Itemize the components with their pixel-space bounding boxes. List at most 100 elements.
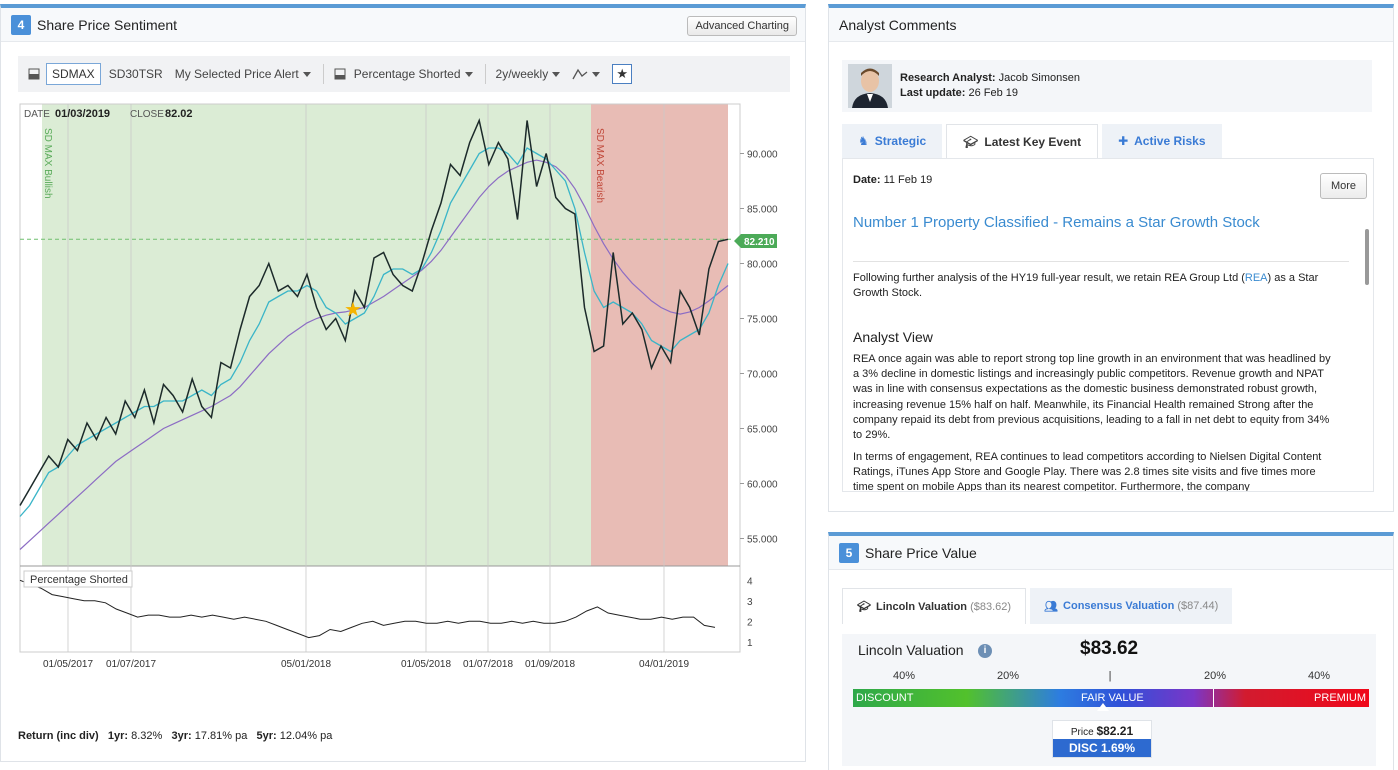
return-1yr-value: 8.32%: [131, 730, 163, 742]
rea-price-line: [19, 118, 729, 506]
comment-content[interactable]: Date: 11 Feb 19 More Number 1 Property C…: [842, 158, 1374, 492]
users-icon: 👥︎: [1044, 600, 1059, 613]
percentage-shorted-label: Percentage Shorted: [353, 67, 461, 81]
star-button[interactable]: ★: [612, 64, 633, 84]
x-tick-label: 01/09/2018: [525, 659, 575, 670]
divider: [1213, 689, 1214, 707]
ticker-link[interactable]: REA: [1244, 272, 1268, 284]
y-tick-label: 70.000: [747, 370, 778, 381]
star-icon: ★: [344, 297, 362, 321]
analyst-name: Jacob Simonsen: [998, 72, 1080, 84]
chess-knight-icon: ♞: [858, 134, 869, 148]
analyst-label: Research Analyst:: [900, 72, 996, 84]
slow-ma-line: [19, 159, 729, 550]
panel-header: 5 Share Price Value: [829, 536, 1393, 570]
panel-title: Share Price Value: [865, 544, 977, 561]
tab-consensus-valuation[interactable]: 👥︎ Consensus Valuation ($87.44): [1030, 588, 1233, 624]
scale-label: 40%: [892, 670, 916, 682]
percentage-shorted-dropdown[interactable]: Percentage Shorted: [354, 67, 473, 81]
line-chart-icon: [572, 68, 588, 80]
x-tick-label: 01/07/2017: [106, 659, 156, 670]
return-3yr-value: 17.81% pa: [194, 730, 248, 742]
headline: Number 1 Property Classified - Remains a…: [853, 214, 1260, 231]
more-button[interactable]: More: [1319, 173, 1367, 199]
price-indicator: [1097, 703, 1109, 711]
star-icon: ★: [616, 66, 629, 81]
price-alert-label: My Selected Price Alert: [174, 67, 299, 81]
valuation-label: Lincoln Valuation: [858, 642, 964, 658]
info-close-label: CLOSE: [130, 109, 164, 120]
panel-number: 4: [11, 14, 31, 35]
avatar: [848, 64, 892, 108]
x-tick-label: 01/07/2018: [463, 659, 513, 670]
price-label: Price: [1070, 727, 1094, 738]
sub-y-tick-label: 1: [747, 638, 753, 649]
sub-chart-label: Percentage Shorted: [30, 574, 128, 586]
graduation-cap-icon: 🎓︎: [857, 601, 871, 613]
subchart-icon[interactable]: [334, 68, 346, 80]
zone-bear-label: SD MAX Bearish: [594, 128, 605, 203]
bearish-zone: [591, 104, 728, 566]
chart-type-dropdown[interactable]: [572, 68, 601, 80]
sub-label-box: [23, 570, 133, 588]
y-tick-label: 65.000: [747, 425, 778, 436]
period-label: 2y/weekly: [495, 67, 549, 81]
return-1yr-label: 1yr:: [107, 730, 129, 742]
y-tick-label: 85.000: [747, 205, 778, 216]
intro-text: Following further analysis of the HY19 f…: [853, 272, 1245, 284]
info-date-label: DATE: [24, 109, 50, 120]
tab-lincoln-valuation[interactable]: 🎓︎ Lincoln Valuation ($83.62): [842, 588, 1027, 624]
tab-active-risks[interactable]: ✚ Active Risks: [1102, 124, 1222, 158]
sd30tsr-option[interactable]: SD30TSR: [108, 67, 163, 81]
tab-label: Strategic: [874, 134, 927, 148]
tab-label: Active Risks: [1134, 134, 1206, 148]
sdmax-option[interactable]: SDMAX: [46, 63, 101, 85]
panel-title: Analyst Comments: [839, 16, 957, 33]
advanced-charting-button[interactable]: Advanced Charting: [687, 16, 797, 36]
return-5yr-value: 12.04% pa: [279, 730, 333, 742]
chart-frame: [19, 103, 741, 653]
price-alert-dropdown[interactable]: My Selected Price Alert: [175, 67, 311, 81]
tab-latest-key-event[interactable]: 🎓︎ Latest Key Event: [946, 124, 1099, 158]
graduation-cap-icon: 🎓︎: [963, 134, 979, 149]
date-value: 11 Feb 19: [883, 174, 933, 186]
y-tick-label: 90.000: [747, 150, 778, 161]
price-chart[interactable]: 01/05/2017 01/07/2017 05/01/2018 01/05/2018…: [0, 92, 790, 672]
tab-value: ($83.62): [970, 600, 1012, 613]
scale-label: 40%: [1307, 670, 1331, 682]
tab-strategic[interactable]: ♞ Strategic: [842, 124, 943, 158]
sub-y-tick-label: 4: [747, 576, 753, 587]
analyst-info: Research Analyst: Jacob Simonsen Last up…: [842, 60, 1372, 112]
returns-label: Return (inc div): [18, 730, 99, 742]
update-label: Last update:: [900, 87, 966, 99]
date-label: Date:: [853, 174, 881, 186]
panel-number: 5: [839, 542, 859, 563]
period-dropdown[interactable]: 2y/weekly: [496, 67, 561, 81]
last-price-tag: 82.210: [734, 234, 777, 248]
scrollbar[interactable]: [1365, 229, 1369, 285]
tab-label: Lincoln Valuation: [875, 600, 968, 613]
info-date-value: 01/03/2019: [55, 108, 110, 120]
x-tick-label: 04/01/2019: [639, 659, 689, 670]
puzzle-icon: ✚: [1118, 134, 1129, 148]
divider: [484, 64, 486, 84]
price-box: Price $82.21 DISC 1.69%: [1052, 720, 1152, 758]
discount-label: DISCOUNT: [856, 692, 914, 704]
scale-label: 20%: [996, 670, 1020, 682]
update-value: 26 Feb 19: [968, 87, 1019, 99]
chevron-down-icon: [592, 71, 601, 77]
info-icon[interactable]: i: [978, 644, 992, 658]
chart-toolbar: SDMAX SD30TSR My Selected Price Alert Pe…: [18, 56, 790, 92]
chart-mode-icon[interactable]: [28, 68, 40, 80]
intro-text-end: ) as a Star Growth Stock.: [853, 272, 1319, 300]
paragraph-2: In terms of engagement, REA continues to…: [853, 451, 1322, 492]
tab-value: ($87.44): [1177, 600, 1219, 612]
sub-y-tick-label: 2: [747, 617, 753, 628]
return-5yr-label: 5yr:: [256, 730, 277, 742]
tab-label: Latest Key Event: [984, 134, 1082, 149]
price-value: $82.21: [1096, 724, 1134, 738]
divider: [322, 64, 324, 84]
section-title: Analyst View: [853, 329, 933, 345]
valuation-value: $83.62: [1080, 638, 1139, 659]
x-tick-label: 01/05/2017: [43, 659, 93, 670]
